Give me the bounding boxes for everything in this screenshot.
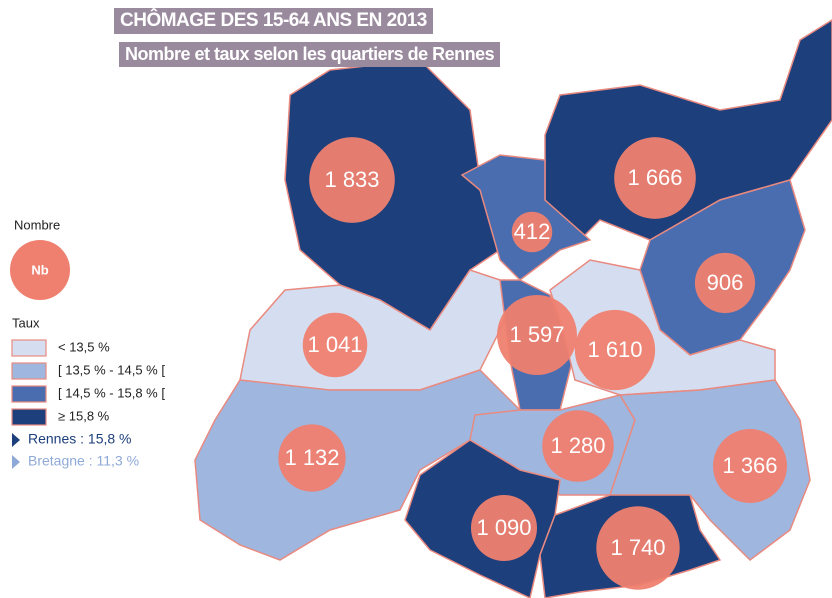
bubble xyxy=(542,410,614,482)
bubble xyxy=(694,252,756,314)
bubble-label: 1 833 xyxy=(324,167,379,192)
legend-rate-title: Taux xyxy=(12,315,40,330)
bubble-label: 1 610 xyxy=(587,337,642,362)
bubble-label: 1 740 xyxy=(610,535,665,560)
legend: Nombre Nb Taux < 13,5 % [ 13,5 % - 14,5 % [ [… xyxy=(10,217,165,469)
bubble-label: 412 xyxy=(514,219,551,244)
bubble xyxy=(470,494,538,562)
district xyxy=(194,369,522,561)
reference-arrow xyxy=(12,433,20,447)
bubble xyxy=(511,211,553,253)
legend-bubble-label: Nb xyxy=(31,262,48,277)
legend-swatch xyxy=(11,385,47,403)
bubble xyxy=(278,424,346,492)
legend-swatch xyxy=(11,362,47,380)
bubble-label: 1 366 xyxy=(722,453,777,478)
legend-bubble xyxy=(10,240,70,300)
legend-label: [ 13,5 % - 14,5 % [ xyxy=(58,362,165,377)
bubble xyxy=(309,137,395,223)
bubble-label: 1 132 xyxy=(284,445,339,470)
reference-label: Rennes : 15,8 % xyxy=(28,431,132,447)
bubble-label: 1 280 xyxy=(550,433,605,458)
bubble-label: 906 xyxy=(707,270,744,295)
reference-label: Bretagne : 11,3 % xyxy=(28,453,139,469)
bubble xyxy=(713,429,787,503)
legend-label: < 13,5 % xyxy=(58,339,110,354)
legend-swatch xyxy=(11,408,47,426)
bubble xyxy=(574,309,656,391)
bubble-label: 1 666 xyxy=(627,165,682,190)
bubble-label: 1 041 xyxy=(307,332,362,357)
legend-label: ≥ 15,8 % xyxy=(58,408,110,423)
reference-arrow xyxy=(12,455,20,469)
legend-label: [ 14,5 % - 15,8 % [ xyxy=(58,385,165,400)
legend-swatch xyxy=(11,339,47,357)
bubble-label: 1 090 xyxy=(476,515,531,540)
district xyxy=(608,379,811,561)
legend-size-title: Nombre xyxy=(14,217,60,232)
map-title: CHÔMAGE DES 15-64 ANS EN 2013 xyxy=(114,8,433,34)
bubble-label: 1 597 xyxy=(509,322,564,347)
bubble xyxy=(497,295,577,375)
bubble xyxy=(614,137,696,219)
map-subtitle: Nombre et taux selon les quartiers de Re… xyxy=(119,42,501,67)
bubble xyxy=(302,312,368,378)
bubbles: 1 833 1 666 412 906 1 041 1 597 1 610 1 132 1 28… xyxy=(278,137,787,590)
bubble xyxy=(596,506,680,590)
